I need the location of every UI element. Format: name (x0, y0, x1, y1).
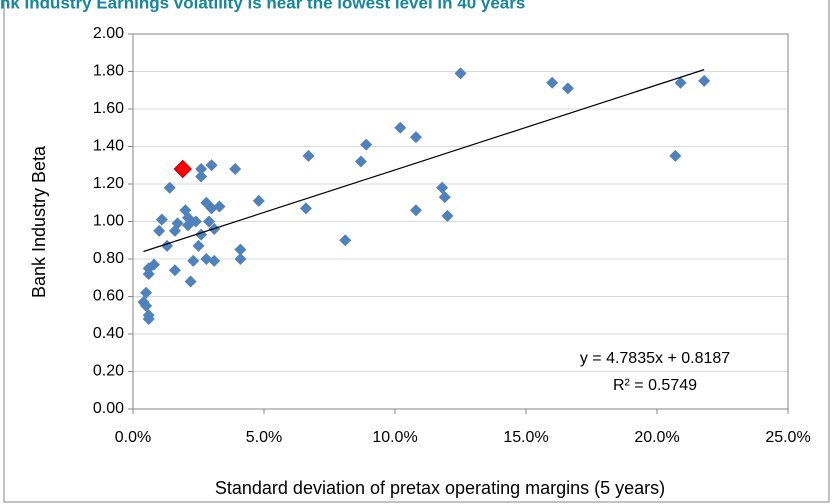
annotation: R² = 0.5749 (613, 377, 697, 394)
point (546, 76, 559, 89)
point (454, 67, 467, 80)
point (140, 299, 153, 312)
point (441, 209, 454, 222)
point (171, 217, 184, 230)
point (438, 191, 451, 204)
point (561, 82, 574, 95)
x-axis-label: Standard deviation of pretax operating m… (215, 478, 665, 498)
point (394, 121, 407, 134)
y-tick-label: 0.80 (93, 250, 124, 267)
x-tick-label: 20.0% (634, 429, 679, 446)
x-tick-label: 25.0% (765, 429, 810, 446)
y-tick-label: 1.60 (93, 100, 124, 117)
point (409, 204, 422, 217)
point (234, 243, 247, 256)
point (669, 149, 682, 162)
point (436, 181, 449, 194)
chart-title: nk Industry Earnings volatility is near … (0, 0, 525, 12)
point (168, 264, 181, 277)
y-tick-label: 0.60 (93, 288, 124, 305)
y-tick-label: 0.40 (93, 325, 124, 342)
point (354, 155, 367, 168)
y-tick-label: 0.00 (93, 400, 124, 417)
point (163, 181, 176, 194)
point (360, 138, 373, 151)
point (140, 286, 153, 299)
point (202, 215, 215, 228)
point (189, 215, 202, 228)
point (205, 159, 218, 172)
point (299, 202, 312, 215)
point (153, 224, 166, 237)
y-tick-label: 1.40 (93, 138, 124, 155)
point (698, 74, 711, 87)
point (252, 194, 265, 207)
point (208, 254, 221, 267)
point (302, 149, 315, 162)
point (195, 163, 208, 175)
y-tick-label: 1.00 (93, 213, 124, 230)
y-tick-label: 1.20 (93, 175, 124, 192)
trendline (143, 69, 705, 253)
x-tick-label: 10.0% (372, 429, 417, 446)
y-tick-label: 1.80 (93, 63, 124, 80)
x-tick-label: 15.0% (503, 429, 548, 446)
y-axis-label: Bank Industry Beta (29, 145, 49, 298)
point (173, 159, 192, 179)
point (409, 131, 422, 144)
point (229, 163, 242, 175)
point (142, 313, 155, 325)
point (192, 239, 205, 252)
x-tick-label: 0.0% (115, 429, 151, 446)
point (234, 253, 247, 265)
point (147, 258, 160, 271)
y-tick-label: 0.20 (93, 363, 124, 380)
point (184, 275, 197, 288)
x-tick-label: 5.0% (246, 429, 282, 446)
point (213, 200, 226, 213)
annotation: y = 4.7835x + 0.8187 (580, 350, 730, 367)
point (195, 170, 208, 183)
y-tick-label: 2.00 (93, 25, 124, 42)
chart-frame (3, 0, 830, 503)
point (339, 234, 352, 247)
point (674, 76, 687, 89)
point (155, 213, 168, 226)
point (187, 254, 200, 267)
